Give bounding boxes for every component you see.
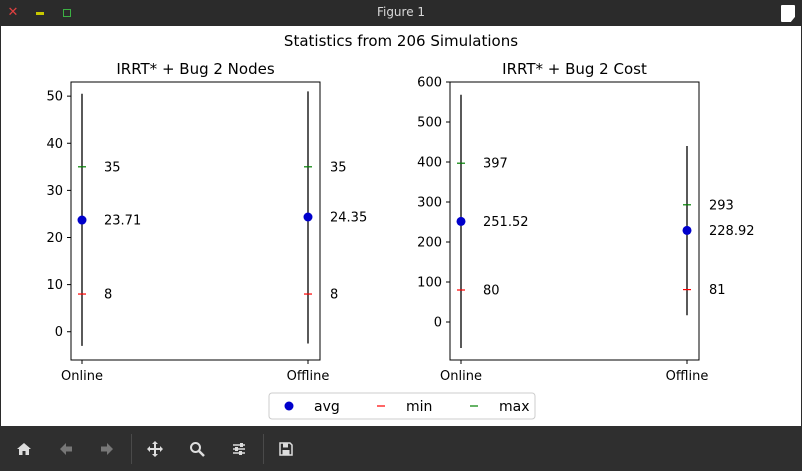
y-tick-label: 0 (434, 316, 442, 331)
avg-value-label: 23.71 (104, 214, 141, 229)
subplot-title: IRRT* + Bug 2 Nodes (116, 60, 274, 78)
minimize-window-button[interactable] (33, 6, 47, 20)
min-value-label: 81 (709, 283, 726, 298)
errorbar-group-online: 35 23.71 8 (77, 93, 141, 346)
zoom-magnifier-icon[interactable] (185, 437, 209, 461)
back-arrow-icon[interactable] (54, 437, 78, 461)
window-title: Figure 1 (376, 5, 426, 19)
avg-point (303, 212, 313, 222)
min-value-label: 80 (483, 284, 500, 299)
y-tick-label: 0 (55, 325, 63, 340)
y-tick-label: 500 (417, 116, 442, 131)
legend-label: max (499, 399, 530, 415)
axes-frame (70, 81, 321, 361)
y-tick-label: 100 (417, 276, 442, 291)
subplot-title: IRRT* + Bug 2 Cost (502, 60, 647, 78)
max-value-label: 35 (104, 160, 121, 175)
legend-marker (284, 401, 294, 411)
y-tick-label: 50 (46, 90, 63, 105)
y-tick-label: 30 (46, 184, 63, 199)
legend-label: min (406, 399, 432, 415)
save-floppy-icon[interactable] (274, 437, 298, 461)
legend-entry-max: max (470, 399, 530, 415)
subplots: IRRT* + Bug 2 Nodes 0 10 20 30 40 50 Online Offl… (46, 60, 754, 384)
legend: avg min max (268, 392, 536, 420)
x-tick-label: Offline (666, 369, 709, 384)
avg-point (456, 216, 466, 226)
errorbar-group-offline: 35 24.35 8 (303, 91, 367, 344)
y-tick-label: 400 (417, 156, 442, 171)
axes-frame (449, 81, 700, 361)
x-tick-label: Online (440, 369, 482, 384)
errorbar-group-offline: 293 228.92 81 (682, 146, 755, 316)
legend-frame (268, 392, 536, 420)
figure-suptitle: Statistics from 206 Simulations (284, 32, 518, 50)
y-tick-label: 200 (417, 236, 442, 251)
close-window-button[interactable]: ✕ (7, 5, 19, 20)
legend-entry-avg: avg (284, 399, 340, 415)
min-value-label: 8 (104, 288, 112, 303)
max-value-label: 35 (330, 160, 347, 175)
window-titlebar: ✕ Figure 1 (0, 0, 802, 26)
y-tick-label: 20 (46, 231, 63, 246)
toolbar-separator (131, 434, 132, 464)
figure-svg: Statistics from 206 Simulations IRRT* + … (46, 32, 755, 420)
configure-subplots-icon[interactable] (227, 437, 251, 461)
figure-canvas: Statistics from 206 Simulations IRRT* + … (0, 26, 802, 426)
avg-value-label: 228.92 (709, 224, 755, 239)
navigation-toolbar (0, 426, 802, 471)
errorbar-group-online: 397 251.52 80 (456, 94, 529, 348)
document-icon (781, 5, 795, 22)
y-tick-label: 10 (46, 278, 63, 293)
max-value-label: 293 (709, 198, 734, 213)
avg-point (77, 215, 87, 225)
subplot-2: IRRT* + Bug 2 Cost 0 100 200 300 400 500 600 Onl… (417, 60, 754, 384)
y-tick-label: 600 (417, 76, 442, 91)
subplot-1: IRRT* + Bug 2 Nodes 0 10 20 30 40 50 Online Offl… (46, 60, 367, 384)
pan-move-icon[interactable] (143, 437, 167, 461)
y-tick-label: 40 (46, 137, 63, 152)
legend-entry-min: min (377, 399, 432, 415)
min-value-label: 8 (330, 288, 338, 303)
avg-value-label: 251.52 (483, 215, 529, 230)
max-value-label: 397 (483, 157, 508, 172)
maximize-window-button[interactable] (60, 6, 74, 20)
avg-point (682, 225, 692, 235)
y-tick-label: 300 (417, 196, 442, 211)
legend-label: avg (314, 399, 340, 415)
forward-arrow-icon[interactable] (95, 437, 119, 461)
home-icon[interactable] (12, 437, 36, 461)
x-tick-label: Offline (287, 369, 330, 384)
x-tick-label: Online (61, 369, 103, 384)
avg-value-label: 24.35 (330, 210, 367, 225)
toolbar-separator (263, 434, 264, 464)
